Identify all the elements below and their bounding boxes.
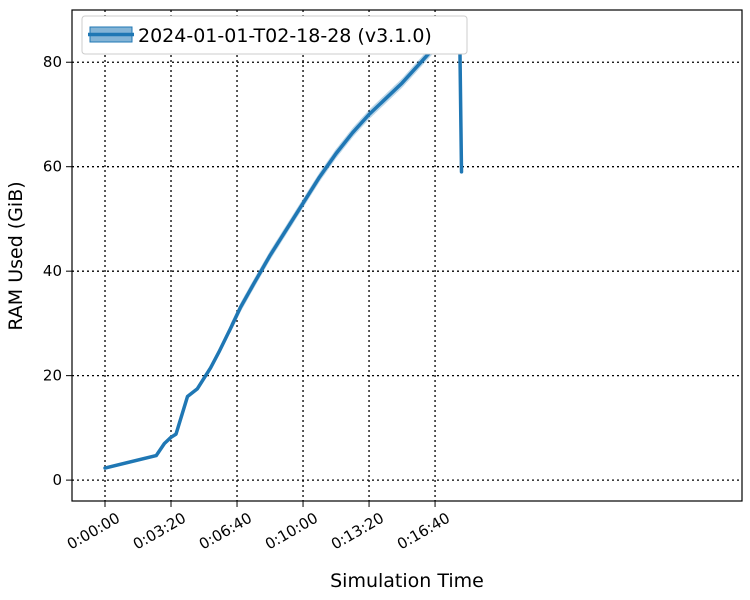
x-axis-label: Simulation Time	[330, 570, 484, 592]
y-tick-label: 0	[52, 471, 62, 489]
x-tick-label: 0:10:00	[262, 509, 321, 554]
legend: 2024-01-01-T02-18-28 (v3.1.0)	[81, 15, 468, 55]
y-axis-ticks: 0 20 40 60 80	[43, 53, 72, 489]
grid	[72, 10, 742, 501]
y-axis-label: RAM Used (GiB)	[5, 181, 27, 330]
y-tick-label: 80	[43, 53, 62, 71]
legend-box	[81, 15, 468, 55]
x-tick-label: 0:06:40	[196, 509, 255, 554]
x-tick-label: 0:00:00	[64, 509, 123, 554]
y-tick-label: 60	[43, 158, 62, 176]
plot-area	[72, 10, 742, 501]
y-tick-label: 20	[43, 367, 62, 385]
x-axis-ticks: 0:00:00 0:03:20 0:06:40 0:10:00 0:13:20 0:16:…	[64, 501, 453, 553]
x-tick-label: 0:13:20	[328, 509, 387, 554]
y-tick-label: 40	[43, 262, 62, 280]
x-tick-label: 0:03:20	[130, 509, 189, 554]
legend-label: 2024-01-01-T02-18-28 (v3.1.0)	[138, 25, 432, 47]
plot-frame	[71, 9, 743, 502]
x-tick-label: 0:16:40	[394, 509, 453, 554]
